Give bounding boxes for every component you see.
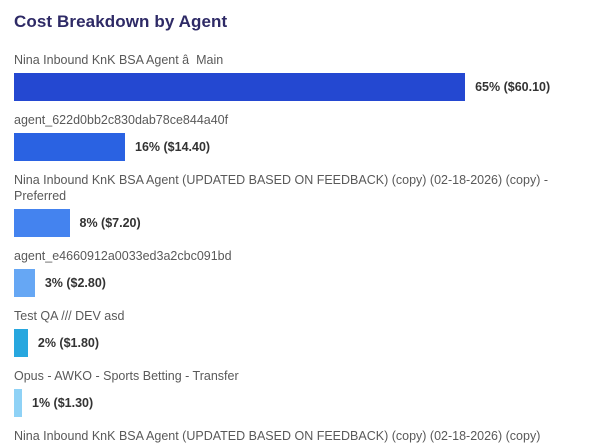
bar-category-label: Test QA /// DEV asd: [14, 309, 125, 323]
bar-value-label: 16% ($14.40): [135, 140, 211, 154]
chart-row-4: Test QA /// DEV asd 2% ($1.80): [14, 308, 599, 357]
bar[interactable]: [14, 329, 28, 357]
bar-line: 65% ($60.10): [14, 73, 599, 101]
bar-category-label: Nina Inbound KnK BSA Agent â Main: [14, 53, 224, 67]
bar-value-label: 2% ($1.80): [37, 336, 100, 350]
bar-chart: Nina Inbound KnK BSA Agent â Main 65% ($…: [14, 52, 599, 447]
chart-row-1: agent_622d0bb2c830dab78ce844a40f 16% ($1…: [14, 112, 599, 161]
bar-value-label: 8% ($7.20): [79, 216, 141, 230]
bar-category-label: Opus - AWKO - Sports Betting - Transfer: [14, 369, 239, 383]
chart-row-5: Opus - AWKO - Sports Betting - Transfer …: [14, 368, 599, 417]
chart-row-3: agent_e4660912a0033ed3a2cbc091bd 3% ($2.…: [14, 248, 599, 297]
bar[interactable]: [14, 73, 466, 101]
bar-line: 8% ($7.20): [14, 209, 599, 237]
bar-line: 16% ($14.40): [14, 133, 599, 161]
chart-title: Cost Breakdown by Agent: [14, 12, 228, 31]
bar-value-label: 65% ($60.10): [475, 80, 551, 94]
bar-category-label: agent_e4660912a0033ed3a2cbc091bd: [14, 249, 232, 263]
bar-value-label: 1% ($1.30): [32, 396, 94, 410]
bar[interactable]: [14, 133, 126, 161]
bar[interactable]: [14, 269, 35, 297]
bar-category-label: Nina Inbound KnK BSA Agent (UPDATED BASE…: [14, 173, 552, 203]
bar-line: 3% ($2.80): [14, 269, 599, 297]
bar-line: 2% ($1.80): [14, 329, 599, 357]
bar[interactable]: [14, 209, 70, 237]
bar-category-label: Nina Inbound KnK BSA Agent (UPDATED BASE…: [14, 429, 541, 443]
bar-value-label: 3% ($2.80): [44, 276, 106, 290]
chart-row-0: Nina Inbound KnK BSA Agent â Main 65% ($…: [14, 52, 599, 101]
chart-row-6: Nina Inbound KnK BSA Agent (UPDATED BASE…: [14, 428, 599, 447]
bar-category-label: agent_622d0bb2c830dab78ce844a40f: [14, 113, 229, 127]
bar-line: 1% ($1.30): [14, 389, 599, 417]
chart-row-2: Nina Inbound KnK BSA Agent (UPDATED BASE…: [14, 172, 599, 237]
bar[interactable]: [14, 389, 22, 417]
